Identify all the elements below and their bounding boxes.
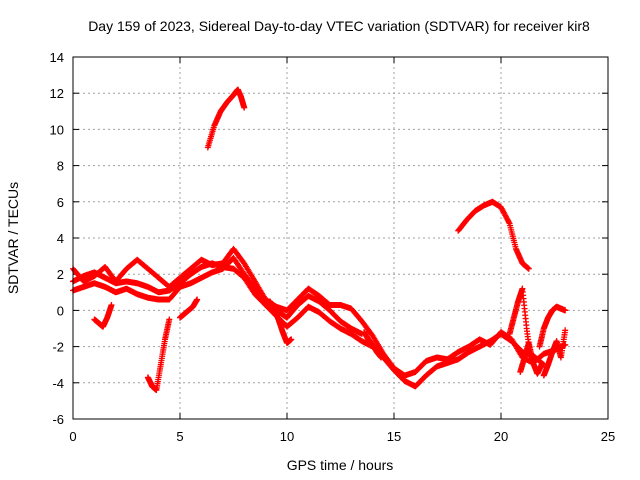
series-segment-3 <box>177 296 201 321</box>
x-tick-label: 20 <box>494 429 508 444</box>
y-tick-label: 14 <box>50 50 64 65</box>
y-tick-label: -2 <box>52 340 64 355</box>
series-segment-9 <box>517 339 545 377</box>
grid <box>73 57 608 419</box>
y-tick-label: 2 <box>57 267 64 282</box>
data-point <box>538 361 545 368</box>
data-point <box>166 316 173 323</box>
y-tick-label: 8 <box>57 159 64 174</box>
series-track-b <box>70 254 547 390</box>
data-points <box>70 86 569 394</box>
series-segment-4 <box>266 298 295 346</box>
y-tick-label: 10 <box>50 122 64 137</box>
series-segment-5 <box>361 329 385 361</box>
data-point <box>378 354 385 361</box>
data-point <box>562 307 569 314</box>
y-tick-label: -4 <box>52 376 64 391</box>
data-point <box>108 301 115 308</box>
y-tick-label: -6 <box>52 412 64 427</box>
y-tick-label: 0 <box>57 303 64 318</box>
x-tick-label: 5 <box>176 429 183 444</box>
y-axis-label: SDTVAR / TECUs <box>5 182 21 294</box>
data-point <box>562 327 569 334</box>
data-point <box>241 104 248 111</box>
axis-ticks: 0 5 10 15 20 25 -6 -4 -2 0 2 4 6 8 10 12 14 <box>50 50 616 444</box>
plot-frame <box>72 56 609 420</box>
series-segment-2 <box>144 316 173 394</box>
x-tick-label: 0 <box>69 429 76 444</box>
data-point <box>525 265 532 272</box>
x-tick-label: 15 <box>387 429 401 444</box>
series-segment-1 <box>91 301 115 330</box>
x-axis-label: GPS time / hours <box>287 457 394 473</box>
series-segment-10 <box>536 303 569 350</box>
series-segment-7 <box>455 198 532 272</box>
y-tick-label: 4 <box>57 231 64 246</box>
data-point <box>194 296 201 303</box>
chart-title: Day 159 of 2023, Sidereal Day-to-day VTE… <box>88 18 590 34</box>
series-segment-6 <box>204 86 248 151</box>
x-tick-label: 25 <box>601 429 615 444</box>
y-tick-label: 12 <box>50 86 64 101</box>
x-tick-label: 10 <box>280 429 294 444</box>
series-segment-11 <box>540 327 569 379</box>
y-tick-label: 6 <box>57 195 64 210</box>
data-point <box>288 336 295 343</box>
